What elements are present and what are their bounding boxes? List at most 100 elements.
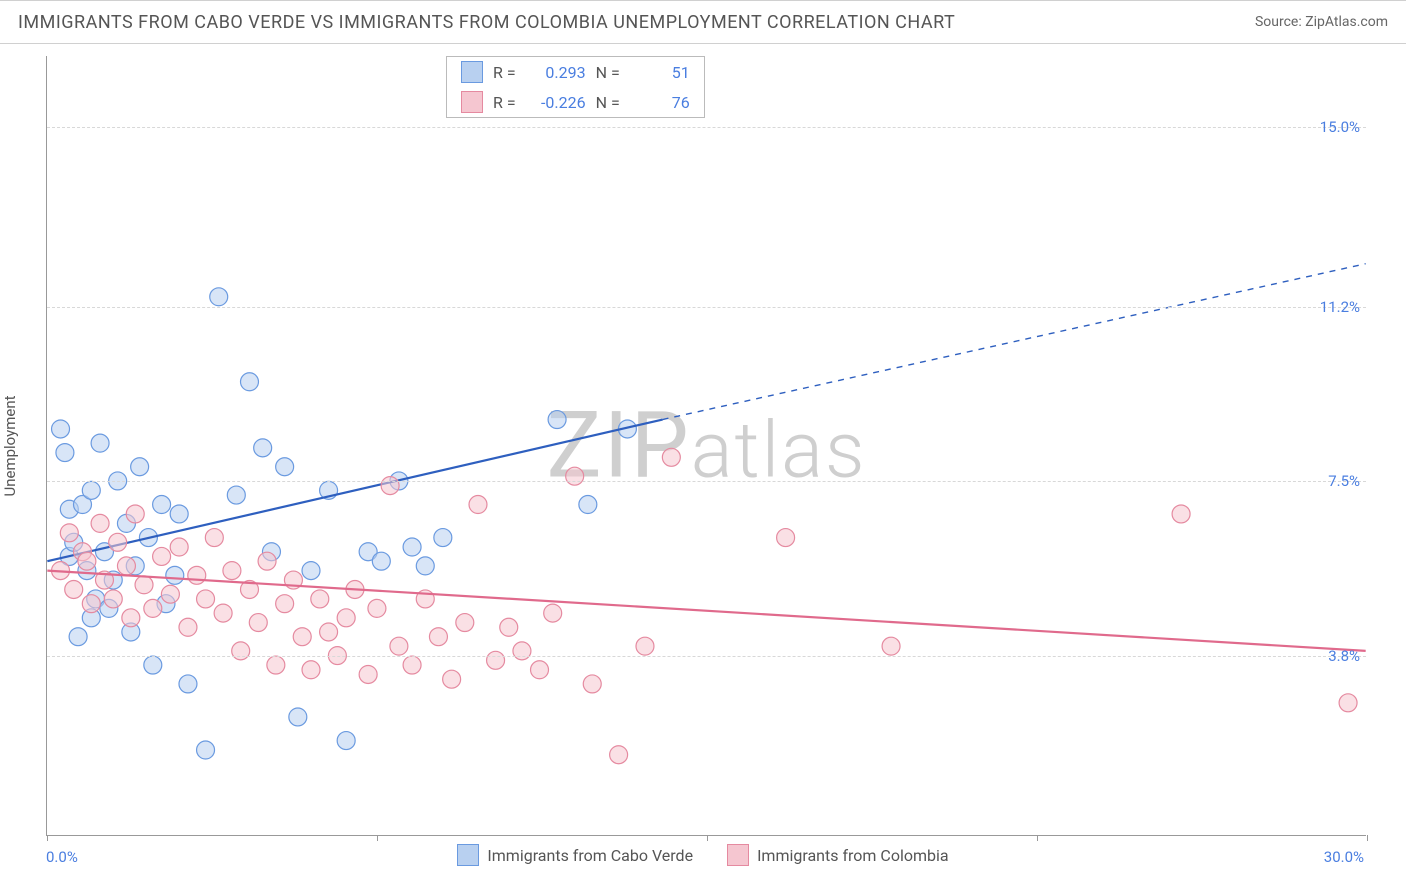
data-point xyxy=(109,533,127,551)
data-point xyxy=(65,581,83,599)
data-point xyxy=(144,656,162,674)
data-point xyxy=(531,661,549,679)
data-point xyxy=(320,623,338,641)
data-point xyxy=(122,609,140,627)
data-point xyxy=(500,618,518,636)
data-point xyxy=(197,590,215,608)
data-point xyxy=(293,628,311,646)
y-tick-label: 11.2% xyxy=(1320,298,1360,316)
title-bar: IMMIGRANTS FROM CABO VERDE VS IMMIGRANTS… xyxy=(0,0,1406,44)
data-point xyxy=(311,590,329,608)
x-tick-mark xyxy=(1037,835,1038,841)
data-point xyxy=(170,505,188,523)
data-point xyxy=(197,741,215,759)
data-point xyxy=(144,599,162,617)
r-value-pink: -0.226 xyxy=(526,93,586,112)
data-point xyxy=(223,562,241,580)
swatch-pink-icon xyxy=(727,844,749,866)
scatter-svg xyxy=(47,56,1366,835)
data-point xyxy=(1172,505,1190,523)
legend-row-cabo-verde: R = 0.293 N = 51 xyxy=(447,57,704,87)
x-tick-mark xyxy=(707,835,708,841)
data-point xyxy=(302,562,320,580)
data-point xyxy=(161,585,179,603)
data-point xyxy=(403,538,421,556)
plot-area: ZIPatlas 3.8%7.5%11.2%15.0% xyxy=(46,56,1366,836)
r-value-blue: 0.293 xyxy=(526,63,586,82)
data-point xyxy=(548,411,566,429)
data-point xyxy=(179,675,197,693)
data-point xyxy=(276,458,294,476)
data-point xyxy=(456,614,474,632)
data-point xyxy=(1339,694,1357,712)
legend-label: Immigrants from Colombia xyxy=(757,846,949,865)
x-tick-mark xyxy=(377,835,378,841)
data-point xyxy=(240,373,258,391)
y-tick-label: 3.8% xyxy=(1328,647,1360,665)
data-point xyxy=(434,529,452,547)
bottom-legend: Immigrants from Cabo Verde Immigrants fr… xyxy=(0,844,1406,866)
data-point xyxy=(210,288,228,306)
data-point xyxy=(153,496,171,514)
source-label: Source: ZipAtlas.com xyxy=(1255,14,1388,30)
data-point xyxy=(610,746,628,764)
data-point xyxy=(60,524,78,542)
y-tick-label: 7.5% xyxy=(1328,472,1360,490)
data-point xyxy=(227,486,245,504)
data-point xyxy=(258,552,276,570)
data-point xyxy=(583,675,601,693)
data-point xyxy=(359,665,377,683)
x-tick-mark xyxy=(1367,835,1368,841)
data-point xyxy=(214,604,232,622)
legend-label: Immigrants from Cabo Verde xyxy=(487,846,693,865)
data-point xyxy=(469,496,487,514)
gridline xyxy=(47,307,1366,308)
gridline xyxy=(47,127,1366,128)
data-point xyxy=(205,529,223,547)
correlation-legend: R = 0.293 N = 51 R = -0.226 N = 76 xyxy=(446,56,705,118)
data-point xyxy=(78,552,96,570)
data-point xyxy=(777,529,795,547)
data-point xyxy=(52,420,70,438)
legend-item-colombia: Immigrants from Colombia xyxy=(727,844,949,866)
legend-item-cabo-verde: Immigrants from Cabo Verde xyxy=(457,844,693,866)
data-point xyxy=(188,566,206,584)
data-point xyxy=(179,618,197,636)
data-point xyxy=(153,547,171,565)
data-point xyxy=(82,481,100,499)
n-value-pink: 76 xyxy=(630,93,690,112)
legend-row-colombia: R = -0.226 N = 76 xyxy=(447,87,704,117)
n-value-blue: 51 xyxy=(630,63,690,82)
data-point xyxy=(429,628,447,646)
swatch-blue-icon xyxy=(461,61,483,83)
data-point xyxy=(135,576,153,594)
data-point xyxy=(126,505,144,523)
swatch-pink-icon xyxy=(461,91,483,113)
data-point xyxy=(337,732,355,750)
data-point xyxy=(91,514,109,532)
data-point xyxy=(302,661,320,679)
chart-title: IMMIGRANTS FROM CABO VERDE VS IMMIGRANTS… xyxy=(18,12,955,33)
data-point xyxy=(544,604,562,622)
data-point xyxy=(91,434,109,452)
data-point xyxy=(337,609,355,627)
y-tick-label: 15.0% xyxy=(1320,118,1360,136)
data-point xyxy=(56,444,74,462)
data-point xyxy=(276,595,294,613)
gridline xyxy=(47,481,1366,482)
data-point xyxy=(368,599,386,617)
data-point xyxy=(636,637,654,655)
data-point xyxy=(381,477,399,495)
data-point xyxy=(117,557,135,575)
data-point xyxy=(166,566,184,584)
data-point xyxy=(289,708,307,726)
gridline xyxy=(47,656,1366,657)
data-point xyxy=(372,552,390,570)
regression-line-extension xyxy=(663,264,1366,420)
data-point xyxy=(170,538,188,556)
data-point xyxy=(249,614,267,632)
data-point xyxy=(82,595,100,613)
data-point xyxy=(662,448,680,466)
data-point xyxy=(390,637,408,655)
data-point xyxy=(104,590,122,608)
